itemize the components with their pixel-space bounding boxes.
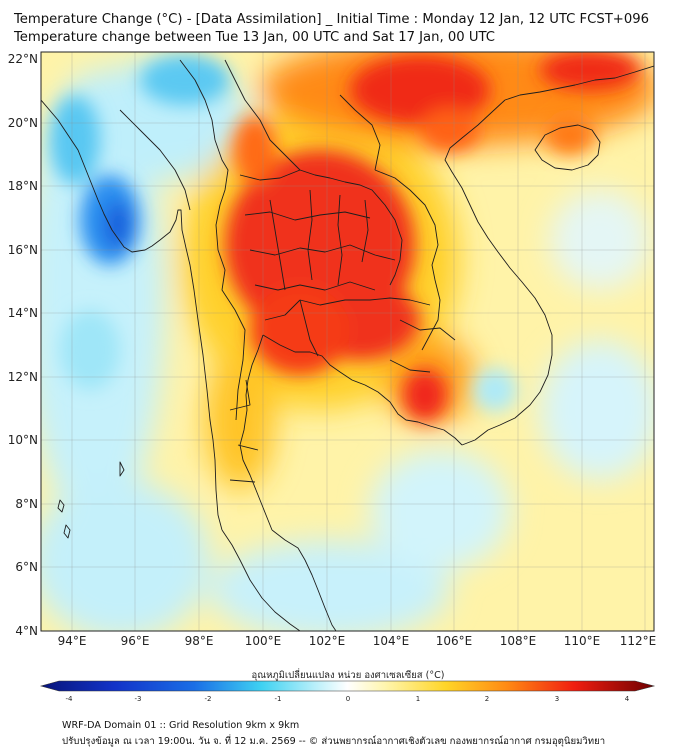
colorbar-tick: -2 <box>205 695 212 703</box>
lon-label: 98°E <box>185 634 214 648</box>
temperature-field <box>41 52 654 631</box>
coastlines-and-borders <box>41 59 654 631</box>
lon-label: 112°E <box>620 634 657 648</box>
colorbar-tick: 1 <box>416 695 420 703</box>
lon-label: 100°E <box>245 634 282 648</box>
lat-label: 18°N <box>8 179 38 193</box>
lon-label: 110°E <box>564 634 601 648</box>
lon-label: 102°E <box>309 634 346 648</box>
lon-label: 106°E <box>436 634 473 648</box>
lat-label: 8°N <box>15 497 38 511</box>
lon-label: 108°E <box>500 634 537 648</box>
map-frame <box>40 51 655 632</box>
footer-model-info: WRF-DA Domain 01 :: Grid Resolution 9km … <box>62 720 300 731</box>
lat-label: 16°N <box>8 243 38 257</box>
colorbar-tick: -1 <box>275 695 282 703</box>
lon-label: 104°E <box>373 634 410 648</box>
colorbar <box>39 680 656 692</box>
temperature-change-map: 22°N 20°N 18°N 16°N 14°N 12°N 10°N 8°N 6… <box>8 51 657 703</box>
lat-label: 6°N <box>15 560 38 574</box>
longitude-labels: 94°E 96°E 98°E 100°E 102°E 104°E 106°E 1… <box>58 634 657 648</box>
lat-label: 14°N <box>8 306 38 320</box>
latitude-labels: 22°N 20°N 18°N 16°N 14°N 12°N 10°N 8°N 6… <box>8 52 38 638</box>
lat-label: 20°N <box>8 116 38 130</box>
colorbar-tick: 3 <box>555 695 559 703</box>
colorbar-tick: -4 <box>66 695 74 703</box>
chart-title: Temperature Change (°C) - [Data Assimila… <box>14 12 649 27</box>
colorbar-tick: 4 <box>625 695 630 703</box>
lat-label: 22°N <box>8 52 38 66</box>
lon-label: 96°E <box>121 634 150 648</box>
lon-label: 94°E <box>58 634 87 648</box>
footer-credit: ปรับปรุงข้อมูล ณ เวลา 19:00น. วัน จ. ที่… <box>62 736 606 747</box>
colorbar-label: อุณหภูมิเปลี่ยนแปลง หน่วย องศาเซลเซียส (… <box>252 668 445 681</box>
colorbar-tick: 0 <box>346 695 350 703</box>
colorbar-tick: 2 <box>485 695 489 703</box>
colorbar-ticks: -4 -3 -2 -1 0 1 2 3 4 <box>66 695 630 703</box>
colorbar-tick: -3 <box>135 695 142 703</box>
lat-label: 4°N <box>15 624 38 638</box>
lat-label: 10°N <box>8 433 38 447</box>
lat-label: 12°N <box>8 370 38 384</box>
chart-subtitle: Temperature change between Tue 13 Jan, 0… <box>14 30 495 45</box>
